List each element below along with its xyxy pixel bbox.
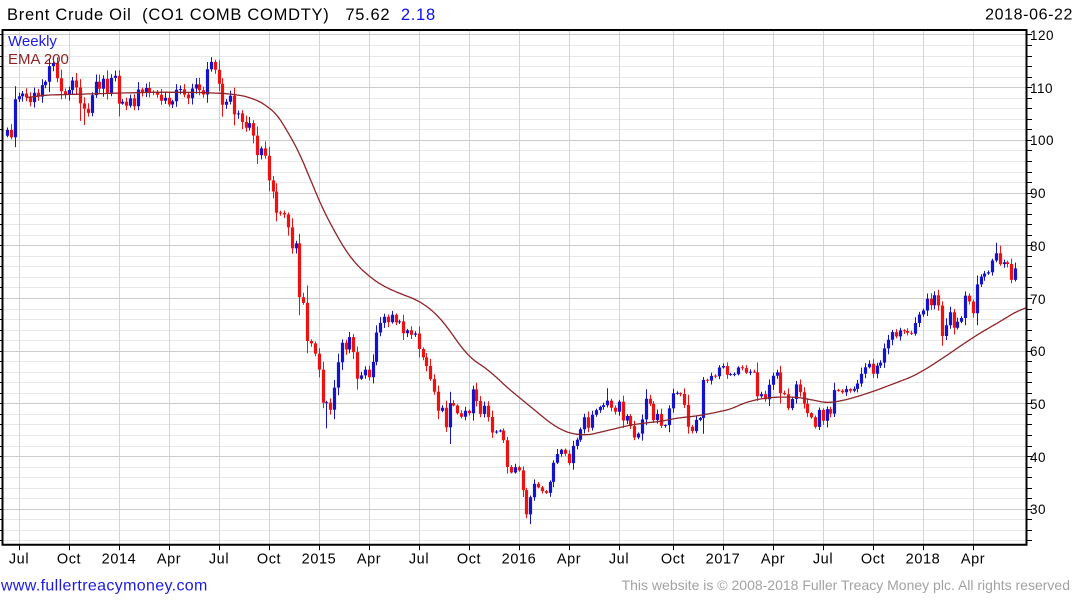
svg-text:40: 40 — [1030, 450, 1046, 465]
svg-text:Weekly: Weekly — [8, 33, 57, 50]
svg-text:Jul: Jul — [609, 552, 629, 568]
svg-text:2015: 2015 — [302, 552, 337, 568]
svg-text:90: 90 — [1030, 186, 1046, 201]
svg-text:2018-06-22: 2018-06-22 — [985, 7, 1073, 24]
svg-text:2016: 2016 — [502, 552, 537, 568]
svg-text:www.fullertreacymoney.com: www.fullertreacymoney.com — [0, 578, 208, 595]
svg-text:Oct: Oct — [861, 552, 885, 568]
svg-text:70: 70 — [1030, 292, 1046, 307]
svg-text:100: 100 — [1030, 133, 1054, 148]
svg-text:2017: 2017 — [706, 552, 741, 568]
svg-text:80: 80 — [1030, 239, 1046, 254]
svg-text:50: 50 — [1030, 397, 1046, 412]
svg-text:Oct: Oct — [257, 552, 281, 568]
svg-text:120: 120 — [1030, 28, 1054, 43]
svg-text:Apr: Apr — [157, 552, 181, 568]
svg-text:110: 110 — [1030, 81, 1053, 96]
svg-text:60: 60 — [1030, 344, 1046, 359]
svg-text:Oct: Oct — [661, 552, 685, 568]
svg-text:Apr: Apr — [357, 552, 381, 568]
svg-text:EMA 200: EMA 200 — [8, 51, 69, 68]
svg-text:Jul: Jul — [813, 552, 833, 568]
svg-text:Jul: Jul — [9, 552, 29, 568]
svg-text:This website is © 2008-2018 Fu: This website is © 2008-2018 Fuller Treac… — [622, 577, 1070, 593]
svg-text:Apr: Apr — [557, 552, 581, 568]
svg-text:Oct: Oct — [57, 552, 81, 568]
svg-text:Apr: Apr — [961, 552, 985, 568]
svg-text:2014: 2014 — [102, 552, 137, 568]
svg-text:Oct: Oct — [457, 552, 481, 568]
svg-text:Apr: Apr — [761, 552, 785, 568]
svg-text:Jul: Jul — [409, 552, 429, 568]
svg-text:Brent Crude Oil (CO1 COMB COM: Brent Crude Oil (CO1 COMB COMDTY) 75.62 … — [7, 6, 436, 24]
svg-text:30: 30 — [1030, 502, 1046, 517]
svg-text:Jul: Jul — [209, 552, 229, 568]
svg-text:2018: 2018 — [906, 552, 941, 568]
